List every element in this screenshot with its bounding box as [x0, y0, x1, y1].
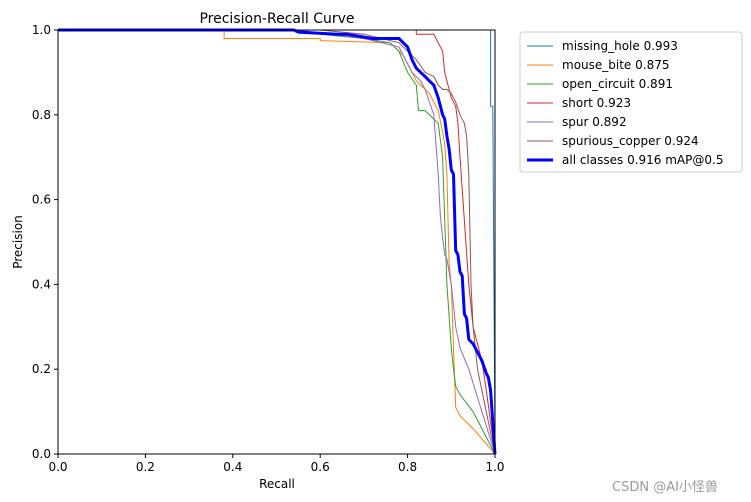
y-axis-label: Precision: [11, 215, 25, 269]
y-tick-label: 0.2: [32, 362, 51, 376]
watermark: CSDN @AI小怪兽: [612, 480, 718, 495]
plot-frame: [57, 29, 496, 455]
y-tick-label: 0.0: [32, 447, 51, 461]
x-tick-label: 1.0: [485, 460, 504, 474]
x-axis-ticks: 0.0 0.2 0.4 0.6 0.8 1.0: [48, 454, 505, 474]
x-tick-label: 0.4: [223, 460, 242, 474]
y-tick-label: 1.0: [32, 23, 51, 37]
series-line-1: [58, 29, 496, 455]
series-line-6: [58, 28, 497, 455]
x-tick-label: 0.6: [311, 460, 330, 474]
x-axis-label: Recall: [259, 477, 295, 491]
legend-label-1: mouse_bite 0.875: [562, 58, 669, 72]
y-axis-ticks: 0.0 0.2 0.4 0.6 0.8 1.0: [32, 23, 58, 461]
series-line-2: [58, 29, 496, 455]
y-tick-label: 0.6: [32, 193, 51, 207]
legend-label-2: open_circuit 0.891: [562, 77, 673, 91]
x-tick-label: 0.8: [398, 460, 417, 474]
legend-label-3: short 0.923: [562, 96, 631, 110]
legend-label-4: spur 0.892: [562, 115, 627, 129]
y-tick-label: 0.8: [32, 108, 51, 122]
legend-box: [519, 31, 743, 173]
y-tick-label: 0.4: [32, 277, 51, 291]
x-tick-label: 0.2: [136, 460, 155, 474]
series-line-3: [58, 29, 496, 455]
legend-label-0: missing_hole 0.993: [562, 39, 678, 53]
chart-title: Precision-Recall Curve: [199, 11, 354, 27]
legend-label-6: all classes 0.916 mAP@0.5: [562, 153, 723, 167]
series-line-5: [58, 29, 496, 455]
legend-entries: missing_hole 0.993 mouse_bite 0.875 open_c…: [527, 39, 723, 167]
series-line-4: [58, 29, 496, 455]
legend: missing_hole 0.993 mouse_bite 0.875 open_c…: [519, 31, 743, 173]
legend-label-5: spurious_copper 0.924: [562, 134, 699, 148]
x-tick-label: 0.0: [48, 460, 67, 474]
